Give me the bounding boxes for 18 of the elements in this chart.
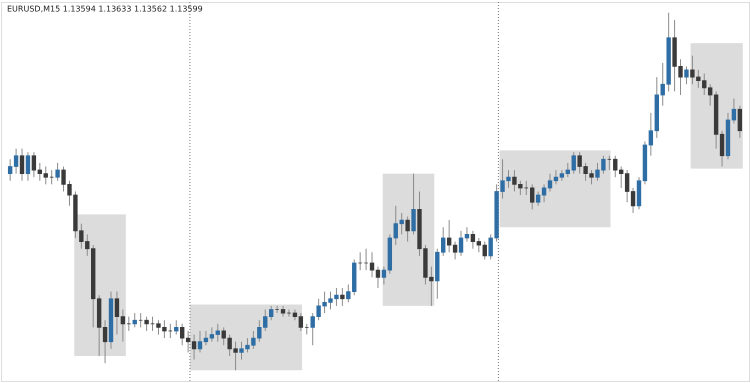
candlestick xyxy=(411,173,416,235)
candlestick xyxy=(280,305,286,318)
chart-title: EURUSD,M15 1.13594 1.13633 1.13562 1.13599 xyxy=(7,4,203,14)
candlestick xyxy=(26,152,30,182)
candlestick xyxy=(55,162,60,182)
candlestick xyxy=(738,105,742,138)
candlestick xyxy=(458,230,464,256)
candlestick xyxy=(20,148,24,182)
candlestick xyxy=(684,66,689,85)
candlestick xyxy=(61,166,66,192)
candlestick xyxy=(530,184,534,210)
candlestick xyxy=(239,341,244,360)
candlestick xyxy=(174,320,178,336)
candlestick xyxy=(405,216,410,242)
candlestick xyxy=(340,288,345,306)
candlestick xyxy=(370,252,374,278)
candlestick xyxy=(464,226,470,242)
candlestick xyxy=(132,312,137,328)
